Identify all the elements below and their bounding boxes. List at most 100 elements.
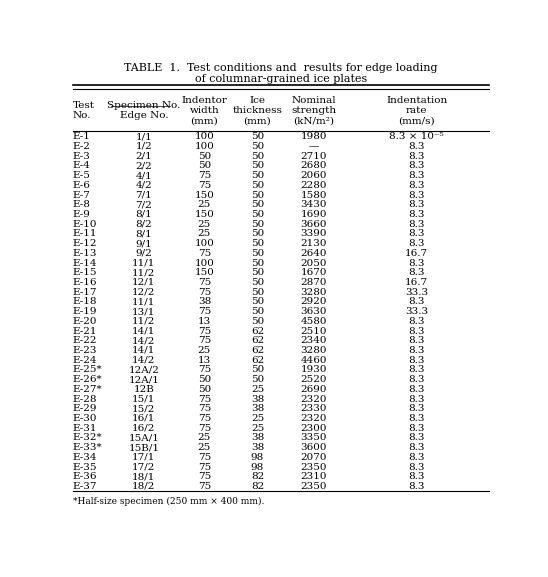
- Text: 2690: 2690: [300, 385, 327, 394]
- Text: 11/2: 11/2: [132, 317, 156, 326]
- Text: 2330: 2330: [300, 404, 327, 413]
- Text: 75: 75: [198, 463, 211, 471]
- Text: E-5: E-5: [73, 171, 90, 180]
- Text: 12A/1: 12A/1: [128, 375, 159, 384]
- Text: 13: 13: [198, 355, 211, 365]
- Text: E-36: E-36: [73, 472, 97, 481]
- Text: 2520: 2520: [300, 375, 327, 384]
- Text: TABLE  1.  Test conditions and  results for edge loading
of columnar-grained ice: TABLE 1. Test conditions and results for…: [124, 63, 438, 84]
- Text: 2060: 2060: [300, 171, 327, 180]
- Text: 8.3: 8.3: [408, 395, 425, 403]
- Text: 16.7: 16.7: [405, 249, 429, 258]
- Text: 3660: 3660: [300, 220, 327, 228]
- Text: 8.3: 8.3: [408, 482, 425, 491]
- Text: 9/1: 9/1: [135, 239, 152, 248]
- Text: Ice
thickness
(mm): Ice thickness (mm): [232, 96, 282, 125]
- Text: 3280: 3280: [300, 288, 327, 297]
- Text: 16.7: 16.7: [405, 278, 429, 287]
- Text: 8.3: 8.3: [408, 443, 425, 452]
- Text: 50: 50: [251, 365, 264, 374]
- Text: 1670: 1670: [300, 268, 327, 277]
- Text: 14/2: 14/2: [132, 336, 156, 345]
- Text: 4/2: 4/2: [135, 181, 152, 190]
- Text: 2130: 2130: [300, 239, 327, 248]
- Text: 1/2: 1/2: [135, 142, 152, 151]
- Text: 50: 50: [251, 278, 264, 287]
- Text: 2320: 2320: [300, 414, 327, 423]
- Text: E-12: E-12: [73, 239, 97, 248]
- Text: 17/1: 17/1: [132, 453, 156, 462]
- Text: E-16: E-16: [73, 278, 97, 287]
- Text: *Half-size specimen (250 mm × 400 mm).: *Half-size specimen (250 mm × 400 mm).: [73, 497, 264, 506]
- Text: 1980: 1980: [300, 132, 327, 141]
- Text: 50: 50: [251, 142, 264, 151]
- Text: E-6: E-6: [73, 181, 90, 190]
- Text: E-1: E-1: [73, 132, 90, 141]
- Text: 8.3: 8.3: [408, 336, 425, 345]
- Text: 75: 75: [198, 482, 211, 491]
- Text: E-37: E-37: [73, 482, 97, 491]
- Text: 150: 150: [195, 190, 214, 200]
- Text: E-3: E-3: [73, 152, 90, 160]
- Text: 15/1: 15/1: [132, 395, 156, 403]
- Text: 1/1: 1/1: [135, 132, 152, 141]
- Text: 100: 100: [195, 258, 214, 268]
- Text: 38: 38: [251, 443, 264, 452]
- Text: 7/1: 7/1: [135, 190, 152, 200]
- Text: 3430: 3430: [300, 200, 327, 209]
- Text: 14/2: 14/2: [132, 355, 156, 365]
- Text: 50: 50: [251, 200, 264, 209]
- Text: 25: 25: [251, 385, 264, 394]
- Text: E-14: E-14: [73, 258, 97, 268]
- Text: 8.3: 8.3: [408, 375, 425, 384]
- Text: 3350: 3350: [300, 433, 327, 443]
- Text: 8.3: 8.3: [408, 230, 425, 238]
- Text: 18/1: 18/1: [132, 472, 156, 481]
- Text: 3390: 3390: [300, 230, 327, 238]
- Text: 50: 50: [251, 297, 264, 306]
- Text: 50: 50: [251, 239, 264, 248]
- Text: 8.3: 8.3: [408, 365, 425, 374]
- Text: E-29: E-29: [73, 404, 97, 413]
- Text: 62: 62: [251, 336, 264, 345]
- Text: 75: 75: [198, 249, 211, 258]
- Text: 38: 38: [198, 297, 211, 306]
- Text: 75: 75: [198, 404, 211, 413]
- Text: 8.3 × 10⁻⁵: 8.3 × 10⁻⁵: [390, 132, 444, 141]
- Text: 12/1: 12/1: [132, 278, 156, 287]
- Text: E-13: E-13: [73, 249, 97, 258]
- Text: E-19: E-19: [73, 307, 97, 316]
- Text: 11/1: 11/1: [132, 258, 156, 268]
- Text: 38: 38: [251, 404, 264, 413]
- Text: 50: 50: [251, 249, 264, 258]
- Text: 50: 50: [251, 220, 264, 228]
- Text: E-35: E-35: [73, 463, 97, 471]
- Text: 15/2: 15/2: [132, 404, 156, 413]
- Text: 3600: 3600: [300, 443, 327, 452]
- Text: 8.3: 8.3: [408, 142, 425, 151]
- Text: 62: 62: [251, 355, 264, 365]
- Text: E-15: E-15: [73, 268, 97, 277]
- Text: 50: 50: [251, 210, 264, 219]
- Text: 16/1: 16/1: [132, 414, 156, 423]
- Text: 25: 25: [198, 200, 211, 209]
- Text: 8.3: 8.3: [408, 190, 425, 200]
- Text: 62: 62: [251, 327, 264, 336]
- Text: 8.3: 8.3: [408, 181, 425, 190]
- Text: 50: 50: [198, 152, 211, 160]
- Text: 38: 38: [251, 433, 264, 443]
- Text: 98: 98: [251, 463, 264, 471]
- Text: 82: 82: [251, 482, 264, 491]
- Text: 2510: 2510: [300, 327, 327, 336]
- Text: E-31: E-31: [73, 424, 97, 433]
- Text: 4580: 4580: [300, 317, 327, 326]
- Text: 2680: 2680: [300, 162, 327, 170]
- Text: 50: 50: [198, 375, 211, 384]
- Text: 150: 150: [195, 210, 214, 219]
- Text: E-21: E-21: [73, 327, 97, 336]
- Text: E-18: E-18: [73, 297, 97, 306]
- Text: 2350: 2350: [300, 482, 327, 491]
- Text: 75: 75: [198, 181, 211, 190]
- Text: 8.3: 8.3: [408, 385, 425, 394]
- Text: 25: 25: [198, 346, 211, 355]
